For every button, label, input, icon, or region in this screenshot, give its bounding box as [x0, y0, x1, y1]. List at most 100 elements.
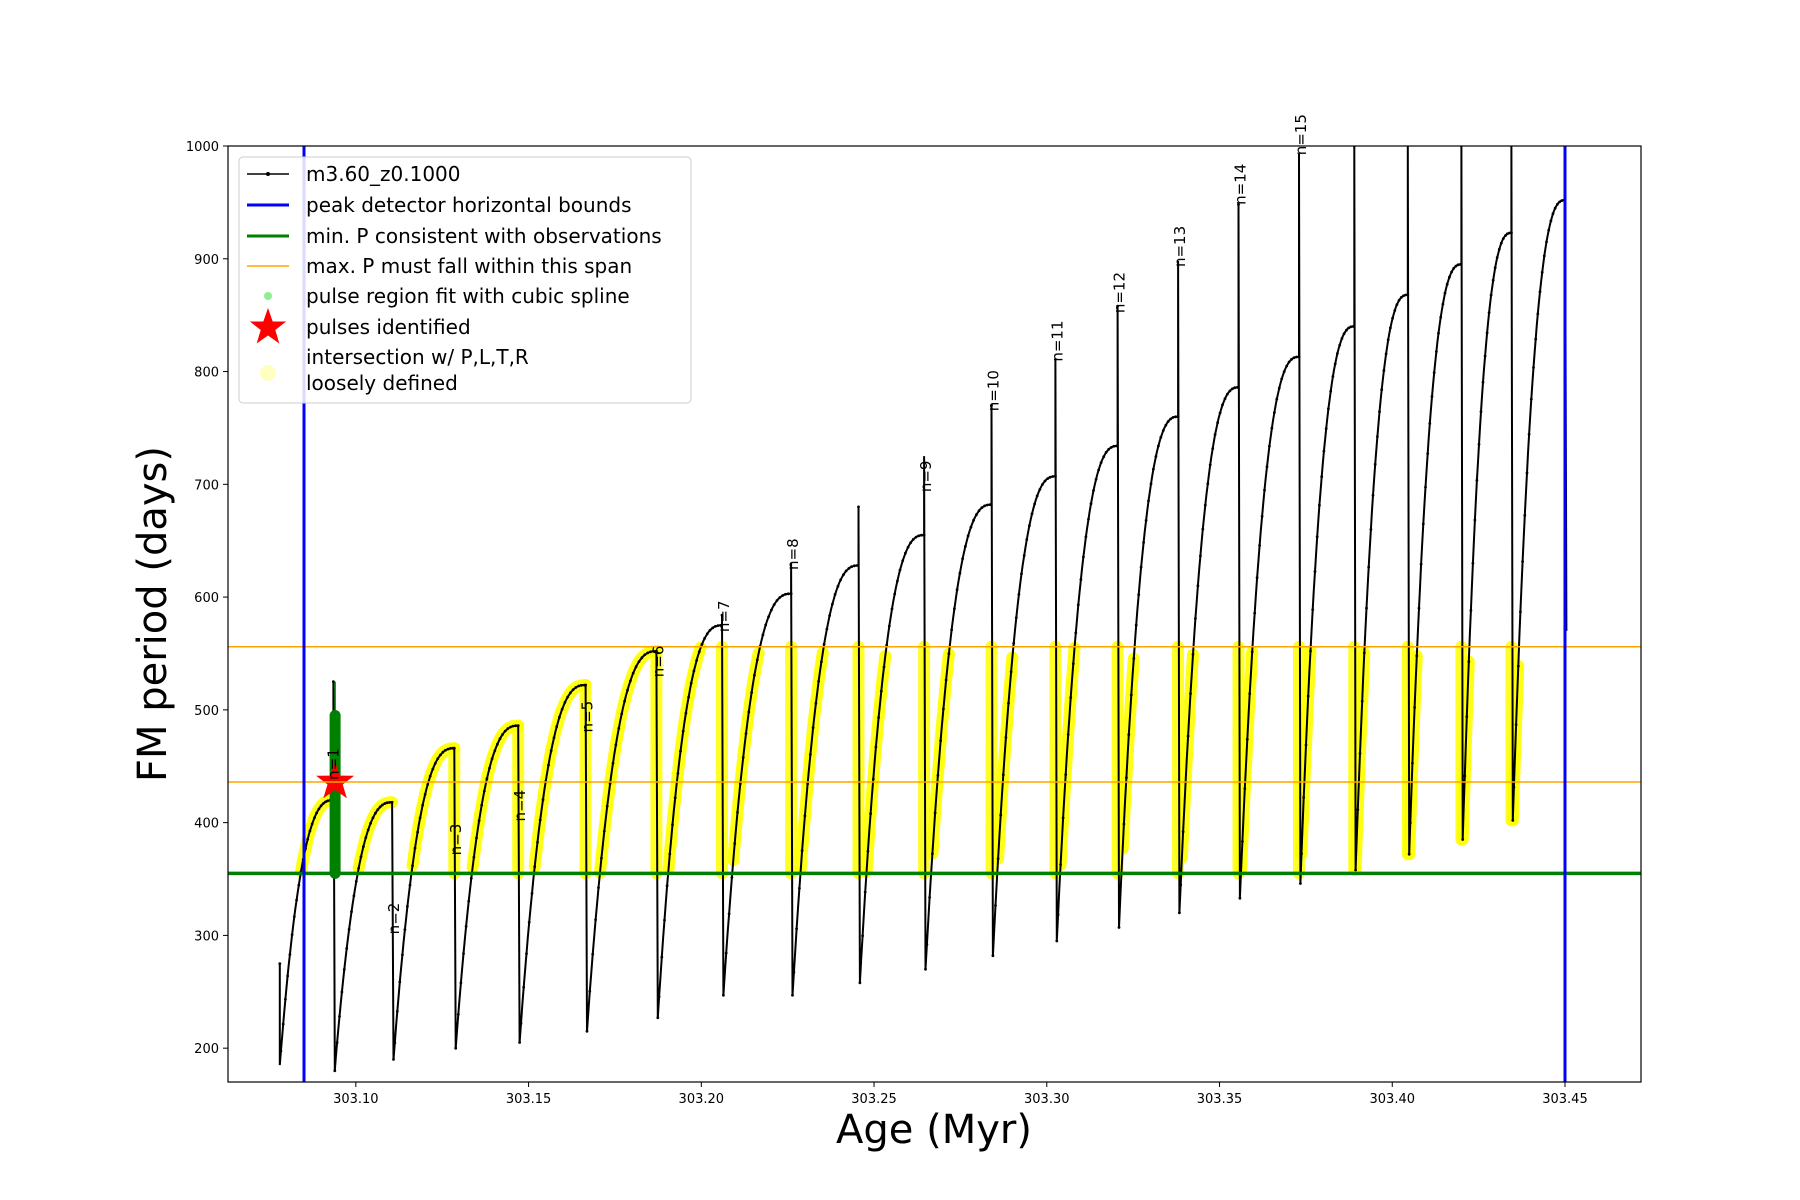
series-point: [376, 808, 380, 811]
x-tick-label: 303.30: [1024, 1092, 1070, 1107]
series-point: [469, 876, 473, 880]
series-point: [423, 792, 427, 796]
series-point: [1389, 326, 1392, 330]
series-point: [727, 912, 731, 916]
series-point: [789, 592, 793, 596]
series-point: [1191, 653, 1195, 656]
series-point: [518, 1041, 521, 1044]
series-point: [1174, 415, 1177, 419]
series-point: [887, 624, 891, 628]
series-point: [764, 623, 768, 627]
series-point: [855, 564, 859, 567]
series-point: [1087, 517, 1090, 521]
series-point: [920, 533, 923, 537]
series-point: [942, 707, 945, 711]
series-point: [1329, 390, 1333, 393]
series-point: [1402, 294, 1405, 298]
series-point: [1299, 882, 1302, 885]
series-point: [1001, 773, 1005, 777]
series-point: [697, 650, 701, 654]
series-point: [1452, 267, 1456, 270]
series-point: [392, 1058, 395, 1061]
series-point: [750, 691, 753, 694]
series-point: [1493, 266, 1497, 270]
series-point: [896, 579, 899, 583]
series-point: [626, 688, 629, 692]
series-point: [1273, 411, 1276, 414]
series-point: [352, 894, 356, 898]
y-tick-label: 400: [194, 817, 219, 832]
series-point: [588, 990, 592, 993]
series-point: [1270, 426, 1274, 430]
y-tick-label: 1000: [186, 140, 219, 155]
series-point: [747, 710, 751, 714]
series-point: [1056, 913, 1060, 917]
series-point: [1306, 694, 1310, 698]
series-point: [411, 864, 414, 868]
series-point: [1560, 199, 1564, 203]
series-point: [1499, 241, 1503, 245]
series-point: [617, 727, 621, 730]
series-point: [514, 724, 517, 728]
series-point: [1228, 389, 1232, 393]
series-point: [1458, 263, 1462, 266]
series-point: [643, 653, 647, 657]
series-point: [1408, 821, 1412, 825]
series-point: [1342, 332, 1346, 335]
legend-bounds-label: peak detector horizontal bounds: [306, 193, 632, 217]
series-point: [733, 842, 737, 845]
series-point: [1196, 584, 1200, 588]
series-point: [1395, 303, 1399, 306]
series-point: [536, 840, 539, 844]
series-point: [1313, 570, 1317, 573]
series-point: [1134, 623, 1138, 627]
series-point: [741, 756, 745, 759]
series-point: [560, 707, 564, 711]
series-point: [1471, 561, 1475, 565]
series-point: [1007, 701, 1010, 705]
series-point: [988, 503, 992, 506]
series-point: [503, 729, 507, 733]
series-point: [426, 783, 430, 786]
series-point: [722, 993, 725, 997]
series-point: [928, 896, 931, 899]
series-point: [975, 513, 978, 517]
series-point: [416, 830, 419, 834]
series-point: [1441, 302, 1445, 306]
series-point: [1362, 651, 1366, 655]
series-point: [1333, 362, 1337, 366]
series-point: [390, 800, 394, 804]
series-point: [1521, 560, 1524, 563]
series-point: [1538, 290, 1542, 294]
series-point: [1450, 270, 1453, 274]
series-point: [475, 836, 478, 840]
series-point: [936, 774, 940, 777]
series-point: [1051, 475, 1055, 478]
series-point: [634, 665, 638, 669]
series-point: [857, 505, 860, 509]
series-point: [1351, 325, 1355, 328]
series-point: [708, 628, 712, 632]
series-point: [958, 571, 962, 575]
series-point: [1194, 617, 1197, 620]
series-point: [839, 578, 842, 582]
series-point: [1268, 444, 1271, 448]
series-point: [1166, 420, 1170, 423]
series-point: [1054, 475, 1057, 478]
series-point: [874, 745, 878, 749]
series-point: [1079, 578, 1083, 581]
series-point: [1407, 852, 1411, 856]
series-point: [1510, 231, 1513, 235]
series-point: [600, 856, 603, 860]
series-point: [340, 990, 344, 994]
series-point: [1320, 475, 1324, 479]
series-point: [811, 726, 815, 730]
series-point: [1048, 475, 1052, 479]
series-point: [1536, 312, 1540, 316]
series-point: [317, 807, 321, 811]
series-point: [493, 749, 497, 753]
series-point: [800, 849, 804, 853]
series-point: [1365, 606, 1368, 610]
series-point: [498, 737, 502, 741]
series-point: [378, 805, 382, 809]
